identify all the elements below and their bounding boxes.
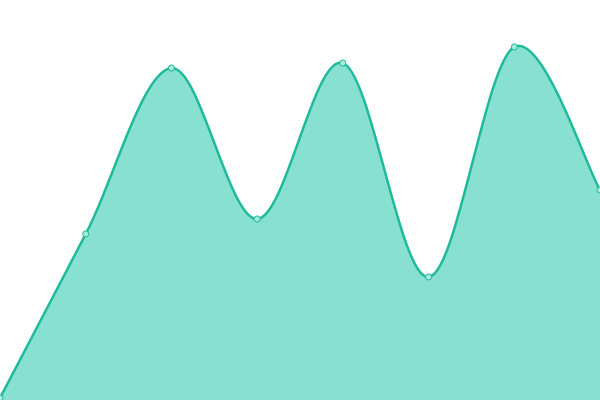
data-point <box>339 59 347 67</box>
data-point <box>167 64 175 72</box>
area-line <box>0 44 600 399</box>
data-point <box>510 43 518 51</box>
data-point <box>82 230 90 238</box>
data-point <box>253 215 261 223</box>
area-fill <box>0 45 600 400</box>
data-point <box>0 394 4 400</box>
data-point <box>425 273 433 281</box>
data-point <box>596 186 600 194</box>
